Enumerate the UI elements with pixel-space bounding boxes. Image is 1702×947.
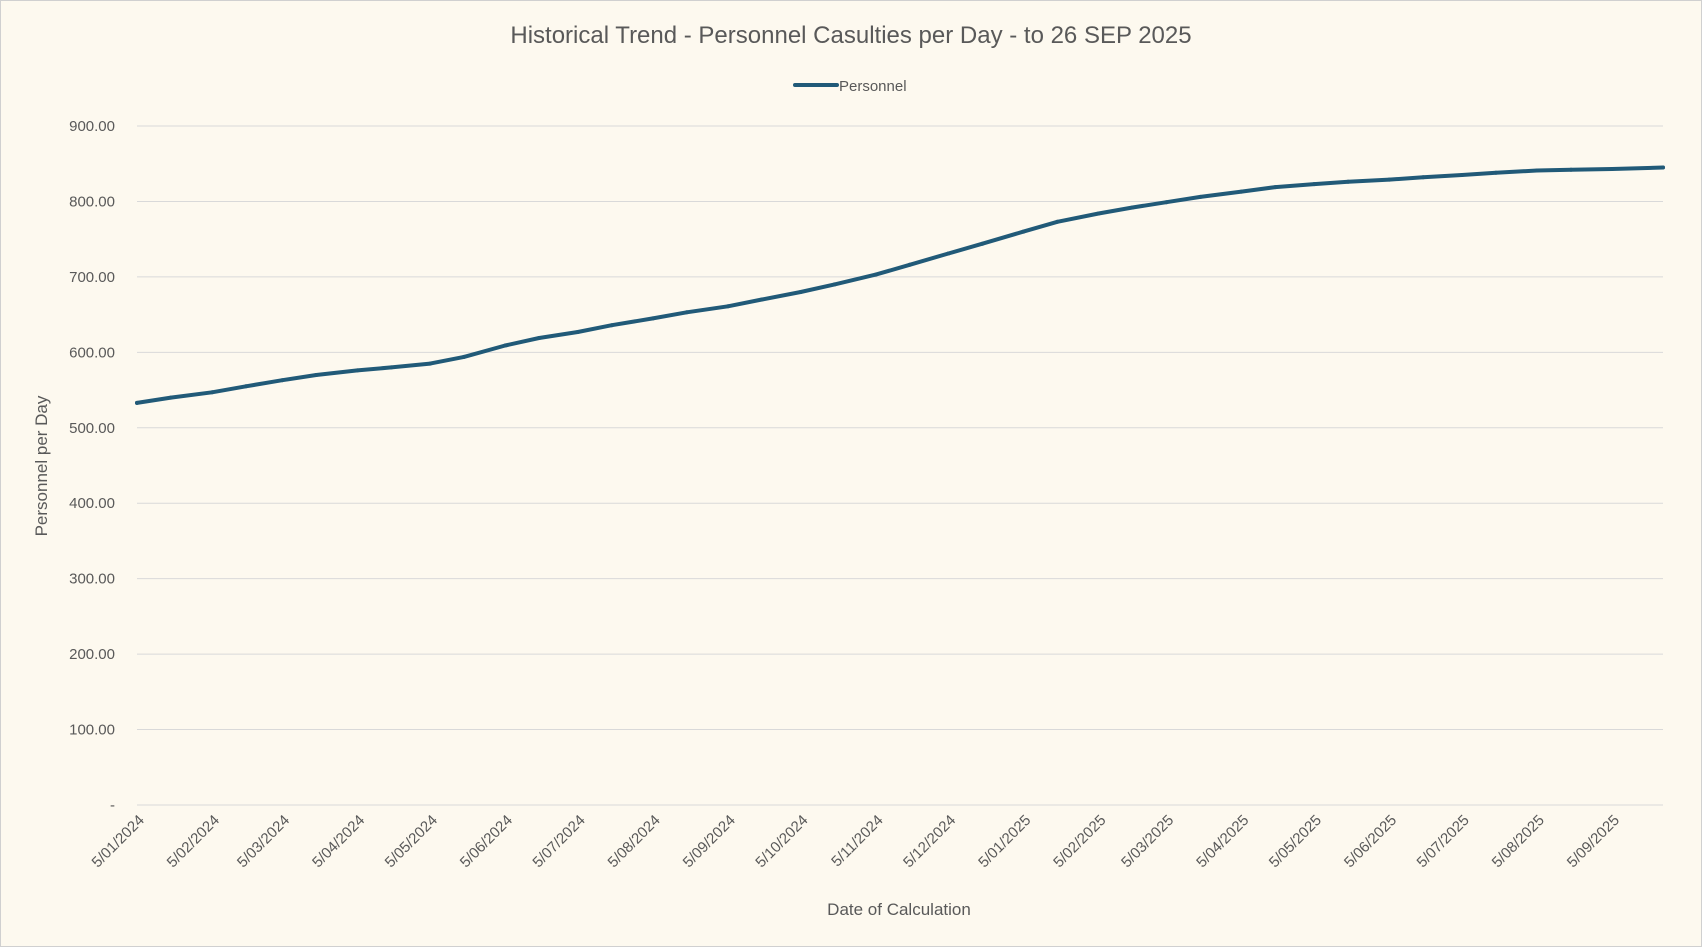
- data-point: [244, 384, 248, 389]
- x-axis-title: Date of Calculation: [827, 900, 971, 919]
- y-axis-ticks: - 100.00 200.00 300.00 400.00 500.00 600.00 700…: [69, 118, 115, 814]
- data-point: [726, 304, 730, 309]
- data-point: [355, 368, 360, 373]
- data-point: [1569, 167, 1573, 172]
- y-tick-label: 500.00: [69, 420, 115, 437]
- data-point: [650, 316, 655, 321]
- y-tick-label: 100.00: [69, 722, 115, 739]
- y-tick-label: 700.00: [69, 269, 115, 286]
- data-point: [1055, 219, 1060, 224]
- data-point: [1130, 205, 1135, 210]
- data-point: [907, 262, 912, 267]
- legend-label-personnel: Personnel: [839, 78, 907, 95]
- data-point: [759, 297, 764, 302]
- data-point: [1346, 179, 1351, 184]
- y-tick-label: 800.00: [69, 193, 115, 210]
- data-point: [1096, 211, 1101, 216]
- data-point: [1535, 168, 1539, 173]
- data-point: [1021, 229, 1026, 234]
- data-point: [389, 365, 394, 370]
- data-point: [280, 378, 285, 383]
- gridlines: [137, 125, 1663, 806]
- data-point: [210, 390, 215, 395]
- data-point: [609, 323, 614, 328]
- data-point: [1312, 182, 1317, 187]
- data-point: [1493, 170, 1498, 175]
- data-point: [684, 310, 689, 315]
- data-point: [428, 361, 433, 366]
- chart-title: Historical Trend - Personnel Casulties p…: [510, 22, 1191, 49]
- data-point: [537, 336, 542, 340]
- data-point: [980, 241, 985, 246]
- y-tick-label: 900.00: [69, 118, 115, 135]
- data-point: [314, 373, 319, 377]
- legend: Personnel: [793, 78, 907, 95]
- data-point: [832, 282, 837, 287]
- y-tick-label: 200.00: [69, 646, 115, 663]
- data-point: [946, 251, 951, 256]
- data-point: [1661, 165, 1665, 170]
- data-point: [1239, 189, 1244, 194]
- data-point: [1460, 173, 1464, 177]
- data-point: [1421, 175, 1426, 180]
- data-point: [1273, 185, 1278, 190]
- data-point: [462, 354, 466, 359]
- series-personnel: [135, 165, 1665, 405]
- data-point: [575, 330, 580, 334]
- data-point: [503, 343, 508, 348]
- data-point: [798, 290, 803, 294]
- data-point: [168, 395, 173, 400]
- y-tick-label: -: [110, 797, 115, 814]
- data-point: [1164, 200, 1169, 205]
- data-point: [135, 400, 139, 405]
- data-point: [1610, 167, 1615, 171]
- y-tick-label: 400.00: [69, 495, 115, 512]
- data-point: [873, 272, 878, 277]
- series-line: [135, 165, 1665, 405]
- y-tick-label: 300.00: [69, 571, 115, 588]
- data-point: [1387, 177, 1392, 182]
- y-axis-title: Personnel per Day: [32, 395, 51, 536]
- y-tick-label: 600.00: [69, 344, 115, 361]
- data-point: [1198, 194, 1203, 199]
